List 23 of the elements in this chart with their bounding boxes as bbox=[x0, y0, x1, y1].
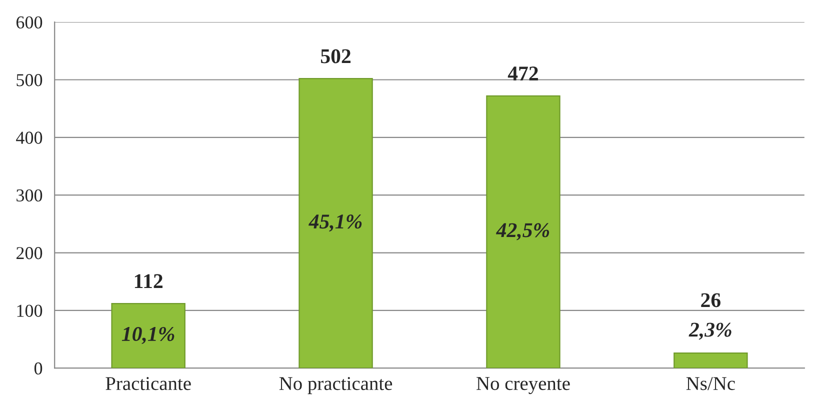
x-tick-label: No practicante bbox=[279, 377, 392, 394]
data-label: 26 bbox=[701, 293, 720, 308]
annotation: 45,1% bbox=[308, 214, 362, 232]
bar bbox=[674, 352, 748, 368]
x-tick-label: Practicante bbox=[106, 377, 191, 390]
annotation: 2,3% bbox=[688, 322, 732, 340]
bar bbox=[111, 302, 186, 368]
data-label: 472 bbox=[508, 66, 538, 80]
annotation: 10,1% bbox=[122, 326, 174, 344]
x-tick-label: Ns/Nc bbox=[686, 377, 735, 390]
x-tick-label: No creyente bbox=[476, 377, 570, 394]
bar bbox=[486, 95, 560, 368]
y-tick-label: 200 bbox=[16, 247, 42, 260]
y-tick-label: 300 bbox=[16, 189, 42, 202]
data-label: 502 bbox=[320, 49, 351, 64]
data-label: 112 bbox=[134, 274, 162, 288]
annotation: 42,5% bbox=[496, 223, 550, 240]
bar bbox=[298, 78, 373, 368]
y-tick-label: 400 bbox=[16, 132, 42, 144]
y-tick-label: 0 bbox=[34, 362, 42, 375]
y-tick-label: 600 bbox=[16, 16, 42, 29]
y-tick-label: 500 bbox=[16, 74, 42, 86]
y-tick-label: 100 bbox=[17, 304, 42, 317]
